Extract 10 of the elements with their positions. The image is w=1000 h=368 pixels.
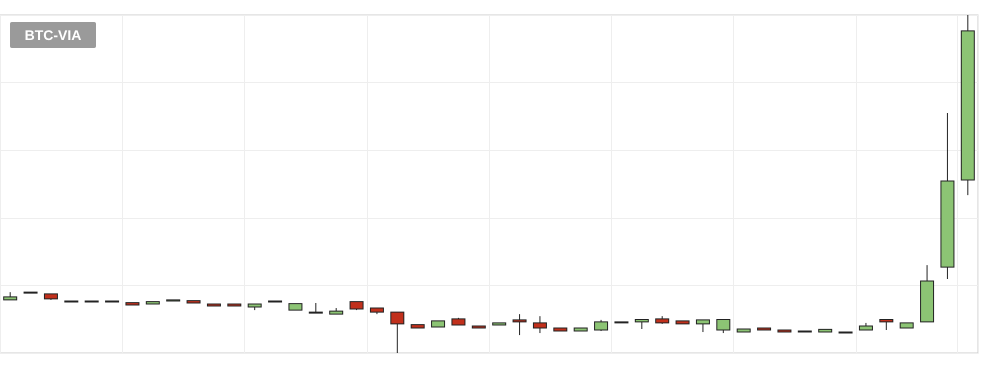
candlestick	[879, 319, 894, 331]
candlestick	[716, 319, 730, 334]
text: BTC-VIA	[24, 27, 82, 43]
candlestick	[634, 319, 649, 330]
candlestick	[594, 319, 608, 332]
candlestick	[532, 316, 547, 334]
candlestick	[696, 319, 710, 333]
candlestick	[390, 312, 404, 354]
candlestick	[512, 314, 527, 336]
candlestick	[308, 302, 323, 314]
